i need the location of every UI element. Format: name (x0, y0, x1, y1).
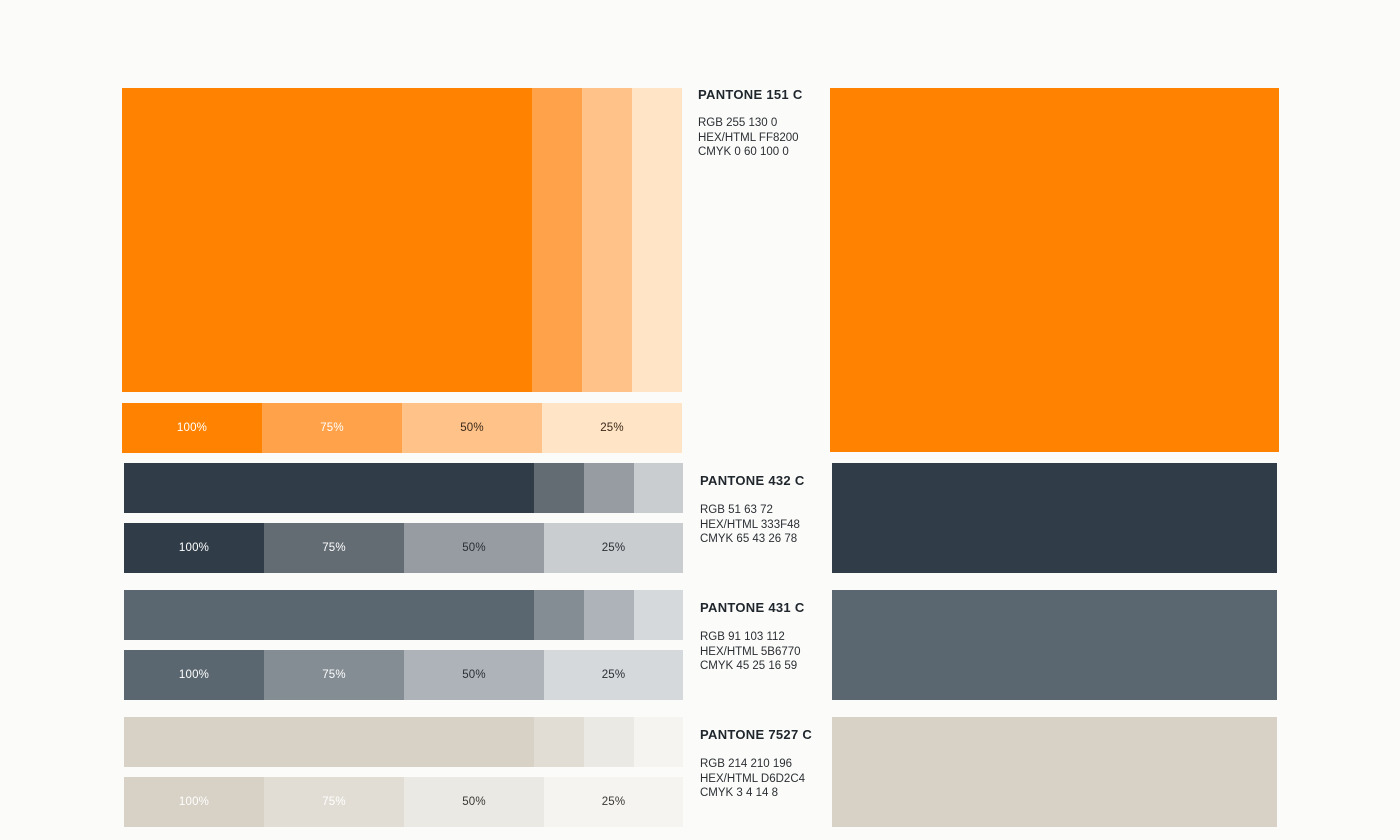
percentage-swatch-50: 50% (404, 523, 544, 573)
pantone-name: PANTONE 431 C (700, 600, 805, 615)
rgb-value: RGB 214 210 196 (700, 758, 793, 770)
percentage-label: 100% (176, 422, 208, 434)
large-swatch-431c (832, 590, 1277, 700)
tint-25 (634, 717, 683, 767)
cmyk-value: CMYK 0 60 100 0 (698, 146, 789, 158)
percentage-swatch-25: 25% (544, 650, 683, 700)
percentage-row-431c: 100% 75% 50% 25% (124, 650, 683, 700)
tint-25 (632, 88, 682, 392)
percentage-label: 50% (462, 796, 486, 808)
color-values: RGB 91 103 112 HEX/HTML 5B6770 CMYK 45 2… (700, 630, 801, 674)
hex-value: HEX/HTML 5B6770 (700, 645, 801, 658)
tint-50 (582, 88, 632, 392)
tint-50 (584, 463, 634, 513)
pantone-name: PANTONE 7527 C (700, 727, 813, 742)
tint-75 (534, 463, 584, 513)
tint-strip-432c (124, 463, 683, 513)
large-swatch-7527c (832, 717, 1277, 827)
percentage-swatch-100: 100% (124, 777, 264, 827)
tint-100 (122, 88, 532, 392)
percentage-row-432c: 100% 75% 50% 25% (124, 523, 683, 573)
tint-strip-431c (124, 590, 683, 640)
tint-strip-151c (122, 88, 682, 392)
hex-value: HEX/HTML 333F48 (700, 518, 800, 531)
tint-50 (584, 717, 634, 767)
large-swatch-432c (832, 463, 1277, 573)
percentage-swatch-75: 75% (264, 523, 404, 573)
percentage-swatch-100: 100% (122, 403, 262, 453)
percentage-label: 75% (322, 669, 346, 681)
percentage-label: 25% (600, 422, 624, 434)
cmyk-value: CMYK 45 25 16 59 (700, 660, 798, 672)
percentage-swatch-75: 75% (262, 403, 402, 453)
percentage-label: 100% (178, 542, 210, 554)
color-values: RGB 51 63 72 HEX/HTML 333F48 CMYK 65 43 … (700, 503, 800, 547)
tint-strip-7527c (124, 717, 683, 767)
percentage-label: 50% (462, 542, 486, 554)
color-values: RGB 214 210 196 HEX/HTML D6D2C4 CMYK 3 4… (700, 757, 805, 801)
percentage-swatch-75: 75% (264, 777, 404, 827)
percentage-swatch-50: 50% (404, 777, 544, 827)
pantone-name: PANTONE 432 C (700, 473, 805, 488)
rgb-value: RGB 255 130 0 (698, 117, 778, 129)
tint-75 (534, 590, 584, 640)
color-values: RGB 255 130 0 HEX/HTML FF8200 CMYK 0 60 … (698, 116, 799, 160)
percentage-swatch-50: 50% (404, 650, 544, 700)
cmyk-value: CMYK 65 43 26 78 (700, 533, 798, 545)
percentage-label: 100% (178, 796, 210, 808)
percentage-swatch-50: 50% (402, 403, 542, 453)
percentage-row-7527c: 100% 75% 50% 25% (124, 777, 683, 827)
percentage-label: 50% (462, 669, 486, 681)
percentage-label: 50% (460, 422, 484, 434)
tint-50 (584, 590, 634, 640)
percentage-swatch-100: 100% (124, 650, 264, 700)
large-swatch-151c (830, 88, 1279, 452)
hex-value: HEX/HTML FF8200 (698, 131, 799, 144)
percentage-swatch-25: 25% (542, 403, 682, 453)
percentage-label: 25% (601, 669, 626, 681)
rgb-value: RGB 91 103 112 (700, 631, 785, 643)
tint-75 (532, 88, 582, 392)
percentage-label: 75% (322, 796, 346, 808)
pantone-name: PANTONE 151 C (698, 87, 803, 102)
cmyk-value: CMYK 3 4 14 8 (700, 787, 778, 799)
percentage-label: 25% (601, 796, 626, 808)
percentage-label: 75% (320, 422, 344, 434)
tint-25 (634, 463, 683, 513)
tint-100 (124, 590, 534, 640)
tint-100 (124, 463, 534, 513)
percentage-row-151c: 100% 75% 50% 25% (122, 403, 682, 453)
percentage-swatch-75: 75% (264, 650, 404, 700)
rgb-value: RGB 51 63 72 (700, 504, 773, 516)
percentage-label: 100% (178, 669, 210, 681)
tint-100 (124, 717, 534, 767)
percentage-label: 75% (322, 542, 346, 554)
tint-75 (534, 717, 584, 767)
percentage-swatch-25: 25% (544, 523, 683, 573)
percentage-swatch-25: 25% (544, 777, 683, 827)
hex-value: HEX/HTML D6D2C4 (700, 772, 806, 785)
percentage-label: 25% (601, 542, 626, 554)
tint-25 (634, 590, 683, 640)
percentage-swatch-100: 100% (124, 523, 264, 573)
